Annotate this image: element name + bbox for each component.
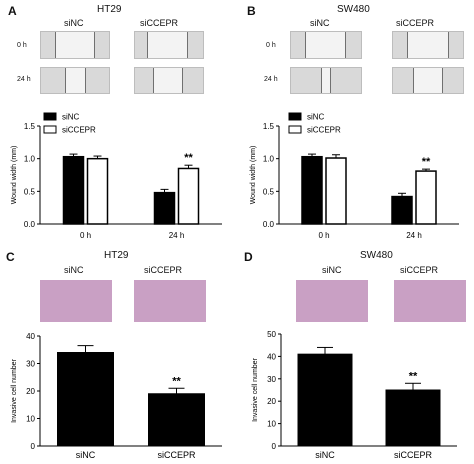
y-tick-label: 10 (26, 415, 35, 424)
panel-b-col-sinc: siNC (310, 18, 330, 28)
panel-b-row-0h: 0 h (266, 42, 276, 49)
y-tick-label: 0.5 (24, 187, 36, 196)
chart-a: siNC siCCEPR 0.0 0.5 1.0 1.5 Wound width (mm… (11, 112, 222, 240)
wound-image-a-sinc-0h (40, 31, 110, 59)
wound-image-a-sinc-24h (40, 67, 110, 94)
y-tick-label: 0 (31, 442, 36, 451)
panel-b-col-siccepr: siCCEPR (396, 18, 435, 28)
wound-image-b-sinc-24h (290, 67, 362, 94)
panel-b-title: SW480 (337, 4, 370, 15)
y-axis-label: Invasive cell number (252, 357, 259, 421)
panel-d-col-sinc: siNC (322, 265, 342, 275)
y-tick-label: 20 (26, 387, 35, 396)
legend-swatch-siccepr (288, 125, 302, 134)
panel-d-title: SW480 (360, 250, 393, 261)
bar (391, 195, 413, 225)
y-tick-label: 0.0 (24, 220, 36, 229)
y-tick-label: 10 (267, 420, 276, 429)
wound-image-b-siccepr-0h (392, 31, 464, 59)
panel-a-col-siccepr: siCCEPR (140, 18, 179, 28)
legend-a: siNC siCCEPR (43, 112, 96, 135)
bar (153, 191, 176, 225)
invasion-image-c-sinc (40, 280, 112, 322)
panel-c-col-siccepr: siCCEPR (144, 265, 183, 275)
bar (325, 157, 347, 225)
chart-c: 0 10 20 30 40 Invasive cell number siNC siCCEPR… (11, 332, 222, 460)
bar (301, 155, 323, 225)
wound-image-a-siccepr-0h (134, 31, 204, 59)
legend-label-siccepr: siCCEPR (307, 126, 341, 135)
x-tick-label: siNC (76, 450, 96, 460)
wound-image-b-sinc-0h (290, 31, 362, 59)
legend-b: siNC siCCEPR (288, 112, 341, 135)
legend-swatch-sinc (288, 112, 302, 121)
significance-marker: ** (409, 370, 418, 382)
chart-d: 0 10 20 30 40 50 Invasive cell number siNC siCCE… (252, 330, 457, 460)
y-axis-label: Invasive cell number (11, 358, 18, 422)
y-tick-label: 1.0 (24, 155, 36, 164)
invasion-image-d-siccepr (394, 280, 466, 322)
significance-marker: ** (172, 375, 181, 387)
panel-a-row-24h: 24 h (17, 76, 31, 83)
x-tick-label: 0 h (318, 231, 329, 240)
y-tick-label: 50 (267, 330, 276, 339)
y-tick-label: 0.0 (263, 220, 275, 229)
significance-marker: ** (422, 156, 431, 168)
panel-a-letter: A (8, 4, 17, 18)
y-axis-label: Wound width (mm) (11, 146, 18, 205)
legend-label-sinc: siNC (62, 113, 80, 122)
bar (177, 167, 200, 225)
y-tick-label: 40 (26, 332, 35, 341)
panel-b-row-24h: 24 h (264, 76, 278, 83)
bar (86, 157, 109, 225)
bar (297, 353, 353, 447)
panel-a-col-sinc: siNC (64, 18, 84, 28)
x-tick-label: 0 h (80, 231, 91, 240)
x-tick-label: 24 h (169, 231, 185, 240)
panel-c-letter: C (6, 250, 15, 264)
bar (62, 155, 85, 225)
y-tick-label: 30 (26, 360, 35, 369)
panel-d-letter: D (244, 250, 253, 264)
wound-image-b-siccepr-24h (392, 67, 464, 94)
panel-c-title: HT29 (104, 250, 129, 261)
legend-swatch-sinc (43, 112, 57, 121)
y-tick-label: 1.5 (24, 122, 36, 131)
x-tick-label: siCCEPR (157, 450, 196, 460)
invasion-image-d-sinc (296, 280, 368, 322)
x-tick-label: siCCEPR (394, 450, 433, 460)
panel-a-title: HT29 (97, 4, 122, 15)
panel-b-letter: B (247, 4, 256, 18)
panel-a-row-0h: 0 h (17, 42, 27, 49)
x-tick-label: siNC (315, 450, 335, 460)
bar (57, 352, 114, 447)
y-tick-label: 40 (267, 352, 276, 361)
legend-swatch-siccepr (43, 125, 57, 134)
bar (385, 389, 441, 447)
wound-image-a-siccepr-24h (134, 67, 204, 94)
y-tick-label: 1.0 (263, 155, 275, 164)
chart-b: siNC siCCEPR 0.0 0.5 1.0 1.5 Wound width (mm… (250, 112, 459, 240)
panel-c-col-sinc: siNC (64, 265, 84, 275)
y-tick-label: 0.5 (263, 187, 275, 196)
x-tick-label: 24 h (406, 231, 422, 240)
legend-label-sinc: siNC (307, 113, 325, 122)
invasion-image-c-siccepr (134, 280, 206, 322)
y-axis-label: Wound width (mm) (250, 146, 257, 205)
y-tick-label: 1.5 (263, 122, 275, 131)
bar (148, 393, 205, 447)
y-tick-label: 0 (272, 442, 277, 451)
y-tick-label: 20 (267, 397, 276, 406)
panel-d-col-siccepr: siCCEPR (400, 265, 439, 275)
bar (415, 170, 437, 225)
significance-marker: ** (184, 152, 193, 164)
y-tick-label: 30 (267, 375, 276, 384)
legend-label-siccepr: siCCEPR (62, 126, 96, 135)
